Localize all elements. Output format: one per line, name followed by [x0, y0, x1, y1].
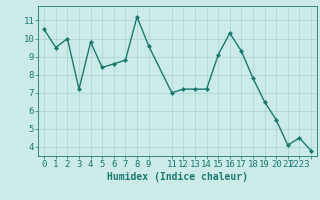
X-axis label: Humidex (Indice chaleur): Humidex (Indice chaleur) [107, 172, 248, 182]
